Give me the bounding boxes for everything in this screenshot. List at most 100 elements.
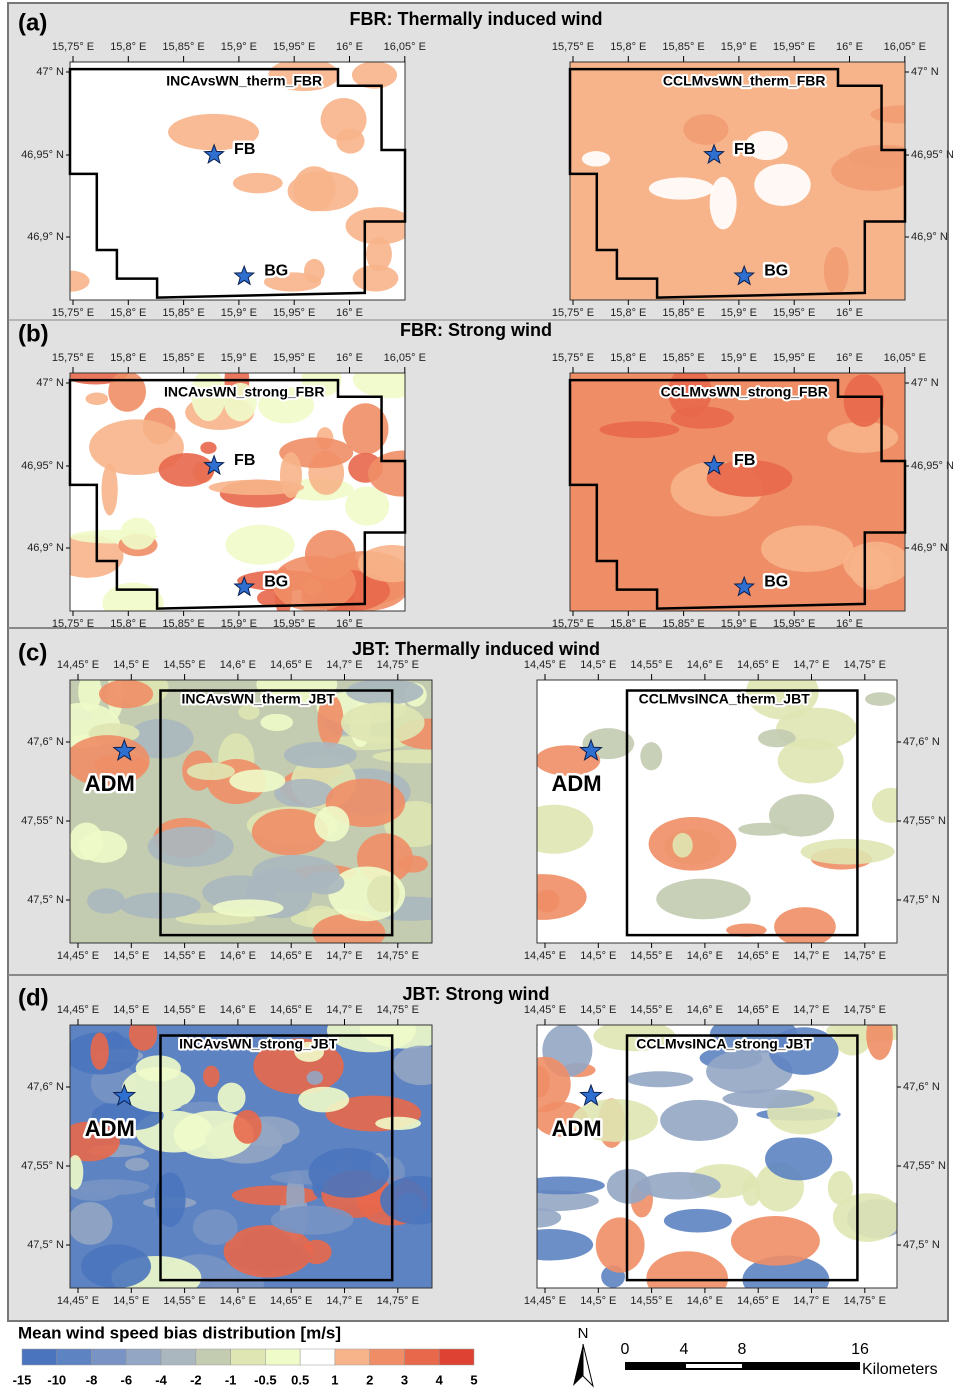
x-tick-label: 15,85° E: [662, 352, 704, 364]
map-field-blob: [865, 692, 895, 706]
map-field-blob: [68, 1202, 113, 1245]
y-tick-label: 47,55° N: [21, 815, 64, 827]
legend-tick-label: -2: [190, 1372, 202, 1387]
x-tick-label: 15,75° E: [52, 618, 94, 630]
map-field-blob: [828, 1171, 853, 1205]
map-field-blob: [307, 1071, 324, 1085]
y-tick-label: 47° N: [911, 377, 939, 389]
legend-tick-label: -10: [47, 1372, 66, 1387]
x-tick-label: 15,9° E: [221, 307, 257, 319]
x-tick-label: 14,75° E: [844, 1295, 886, 1307]
x-tick-label: 14,6° E: [687, 659, 723, 671]
map-field-blob: [640, 742, 662, 770]
x-tick-label: 14,55° E: [163, 659, 205, 671]
x-tick-label: 14,45° E: [524, 1004, 566, 1016]
map-label: CCLMvsINCA_therm_JBT: [639, 691, 811, 707]
station-label: ADM: [85, 1116, 135, 1141]
legend-title: Mean wind speed bias distribution [m/s]: [18, 1323, 341, 1342]
map-field-blob: [774, 907, 836, 946]
legend-swatch: [126, 1349, 161, 1365]
x-tick-label: 15,8° E: [610, 307, 646, 319]
map-label: CCLMvsINCA_strong_JBT: [636, 1036, 812, 1052]
station-label: FB: [234, 452, 255, 469]
y-tick-label: 46,9° N: [27, 542, 64, 554]
legend-swatch: [439, 1349, 474, 1365]
y-tick-label: 46,95° N: [911, 460, 953, 472]
x-tick-label: 15,9° E: [221, 352, 257, 364]
x-tick-label: 14,55° E: [163, 950, 205, 962]
y-tick-label: 47° N: [36, 66, 64, 78]
legend-tick-label: -8: [86, 1372, 98, 1387]
x-tick-label: 15,75° E: [52, 41, 94, 53]
x-tick-label: 15,85° E: [162, 352, 204, 364]
legend-swatch: [404, 1349, 439, 1365]
x-tick-label: 15,9° E: [721, 41, 757, 53]
x-tick-label: 14,6° E: [687, 1004, 723, 1016]
map-field-blob: [79, 831, 127, 863]
x-tick-label: 16° E: [336, 41, 363, 53]
y-tick-label: 47,6° N: [27, 1081, 64, 1093]
y-tick-label: 47,55° N: [903, 815, 946, 827]
x-tick-label: 15,75° E: [52, 307, 94, 319]
x-tick-label: 14,45° E: [524, 659, 566, 671]
y-tick-label: 46,9° N: [911, 542, 948, 554]
y-tick-label: 46,95° N: [21, 149, 64, 161]
map-label: INCAvsWN_therm_FBR: [166, 73, 322, 89]
x-tick-label: 15,8° E: [610, 41, 646, 53]
legend-tick-label: 0.5: [291, 1372, 309, 1387]
map-field-blob: [649, 177, 714, 199]
x-tick-label: 14,55° E: [630, 950, 672, 962]
station-label: FB: [734, 452, 755, 469]
scale-label: 16: [851, 1341, 869, 1358]
map: [50, 59, 413, 300]
panel-title: JBT: Strong wind: [403, 984, 550, 1004]
x-tick-label: 15,95° E: [773, 352, 815, 364]
map-field-blob: [761, 525, 853, 572]
x-tick-label: 14,65° E: [270, 950, 312, 962]
x-tick-label: 14,55° E: [630, 659, 672, 671]
x-tick-label: 15,8° E: [110, 41, 146, 53]
map-field-blob: [233, 173, 283, 193]
x-tick-label: 14,75° E: [377, 950, 419, 962]
north-arrow: [583, 1344, 593, 1386]
x-tick-label: 15,85° E: [162, 41, 204, 53]
y-tick-label: 47,6° N: [903, 736, 940, 748]
x-tick-label: 14,6° E: [220, 950, 256, 962]
map-field-blob: [664, 1209, 732, 1233]
y-tick-label: 47° N: [911, 66, 939, 78]
station-label: FB: [734, 141, 755, 158]
x-tick-label: 14,65° E: [737, 1004, 779, 1016]
x-tick-label: 15,8° E: [110, 307, 146, 319]
map-field-blob: [125, 1158, 149, 1171]
x-tick-label: 14,45° E: [57, 950, 99, 962]
map-field-blob: [375, 1117, 421, 1130]
map-field-blob: [225, 525, 294, 565]
map-field-blob: [233, 1110, 261, 1144]
x-tick-label: 15,8° E: [610, 352, 646, 364]
x-tick-label: 15,85° E: [162, 618, 204, 630]
x-tick-label: 14,75° E: [844, 659, 886, 671]
map-field-blob: [229, 770, 285, 793]
x-tick-label: 15,95° E: [273, 352, 315, 364]
y-tick-label: 47,5° N: [903, 894, 940, 906]
scale-bar: [686, 1364, 742, 1368]
x-tick-label: 16° E: [836, 618, 863, 630]
map-field-blob: [582, 151, 610, 166]
figure: (a)FBR: Thermally induced windINCAvsWN_t…: [0, 0, 953, 1389]
station-label: BG: [764, 262, 788, 279]
map-field-blob: [187, 763, 235, 781]
panel-title: JBT: Thermally induced wind: [352, 639, 600, 659]
legend-tick-label: 2: [366, 1372, 373, 1387]
map-label: INCAvsWN_strong_FBR: [164, 384, 325, 400]
station-label: ADM: [552, 771, 602, 796]
x-tick-label: 14,5° E: [113, 1004, 149, 1016]
x-tick-label: 16° E: [836, 352, 863, 364]
x-tick-label: 15,9° E: [721, 352, 757, 364]
x-tick-label: 15,95° E: [773, 307, 815, 319]
map-label: CCLMvsWN_therm_FBR: [663, 73, 826, 89]
map-field-blob: [200, 442, 216, 454]
x-tick-label: 14,5° E: [580, 1295, 616, 1307]
x-tick-label: 14,55° E: [630, 1295, 672, 1307]
x-tick-label: 15,8° E: [110, 618, 146, 630]
x-tick-label: 14,5° E: [113, 1295, 149, 1307]
